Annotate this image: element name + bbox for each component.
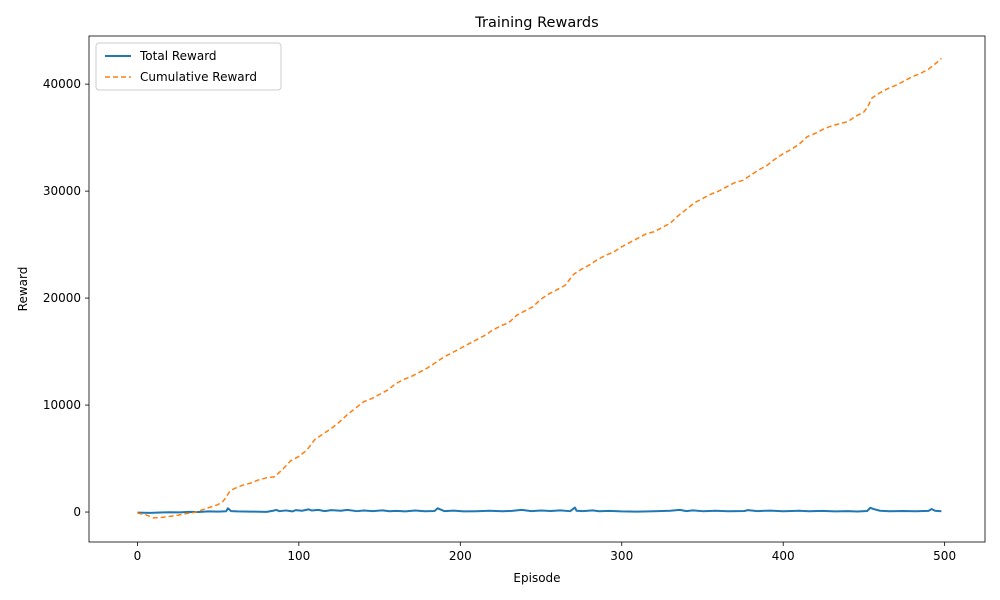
x-tick-label: 300 [610, 549, 633, 563]
legend-label-cumulative-reward: Cumulative Reward [140, 70, 257, 84]
y-axis: 0 10000 20000 30000 40000 [43, 77, 89, 519]
y-tick-label: 40000 [43, 77, 81, 91]
x-tick-label: 100 [287, 549, 310, 563]
y-tick-label: 0 [73, 505, 81, 519]
x-tick-label: 200 [449, 549, 472, 563]
series-line-total-reward [137, 506, 942, 514]
legend-label-total-reward: Total Reward [139, 49, 217, 63]
y-tick-label: 10000 [43, 398, 81, 412]
x-axis-title: Episode [513, 571, 560, 585]
y-tick-label: 30000 [43, 184, 81, 198]
legend-box [95, 42, 282, 91]
y-axis-title: Reward [16, 267, 30, 312]
series-line-cumulative-reward [137, 57, 942, 519]
x-tick-label: 400 [772, 549, 795, 563]
plot-frame [88, 35, 986, 543]
legend: Total Reward Cumulative Reward [95, 42, 282, 91]
x-tick-label: 0 [134, 549, 142, 563]
x-tick-label: 500 [933, 549, 956, 563]
chart-title: Training Rewards [474, 15, 598, 31]
plot-layer [137, 57, 942, 519]
x-axis: 0 100 200 300 400 500 [134, 542, 956, 563]
y-tick-label: 20000 [43, 291, 81, 305]
